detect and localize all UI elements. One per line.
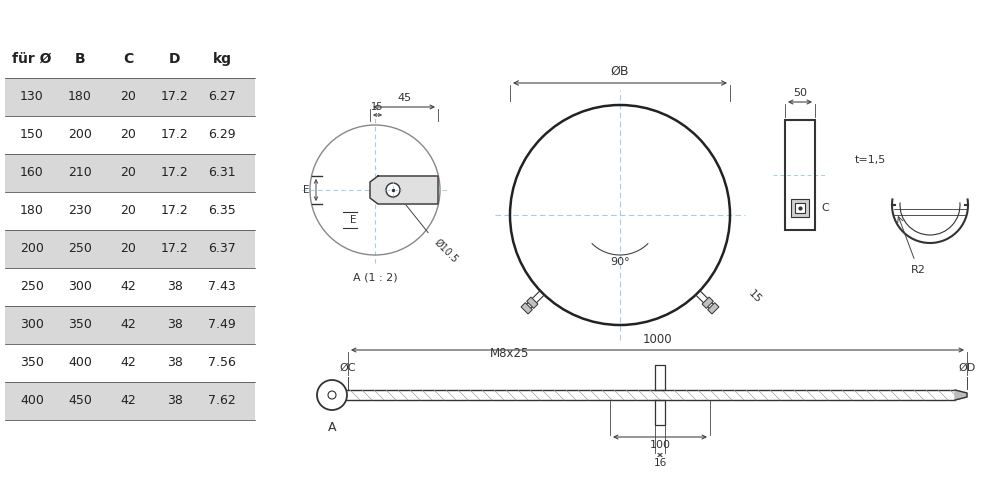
Circle shape (317, 380, 347, 410)
Text: A: A (328, 421, 336, 434)
Text: 130: 130 (20, 90, 44, 104)
Bar (5, 306, 255, 344)
Text: A (1 : 2): A (1 : 2) (353, 273, 397, 283)
Text: 250: 250 (68, 242, 92, 256)
Polygon shape (370, 176, 438, 204)
Bar (5, 230, 255, 268)
Text: ØC: ØC (340, 363, 356, 373)
Bar (5, 382, 255, 420)
Text: 7.49: 7.49 (208, 318, 236, 332)
Text: 20: 20 (120, 204, 136, 218)
Text: B: B (75, 52, 85, 66)
Text: C: C (821, 203, 829, 213)
Text: 7.43: 7.43 (208, 280, 236, 293)
Bar (521, 302, 532, 314)
Text: 160: 160 (20, 166, 44, 179)
Text: 17.2: 17.2 (161, 128, 189, 141)
Text: 1000: 1000 (643, 333, 672, 346)
Text: 400: 400 (68, 356, 92, 370)
Text: 20: 20 (120, 242, 136, 256)
Text: 17.2: 17.2 (161, 166, 189, 179)
Text: Ø10.5: Ø10.5 (432, 237, 460, 264)
Text: 450: 450 (68, 394, 92, 407)
Text: 100: 100 (650, 440, 670, 450)
Bar (5, 154, 255, 192)
Circle shape (328, 391, 336, 399)
Text: 42: 42 (120, 394, 136, 407)
Bar (708, 302, 719, 314)
Polygon shape (955, 390, 967, 400)
Text: M8x25: M8x25 (490, 347, 529, 360)
Text: 42: 42 (120, 318, 136, 332)
Text: t=1,5: t=1,5 (855, 155, 886, 165)
Circle shape (386, 183, 400, 197)
Text: 42: 42 (120, 280, 136, 293)
Text: ØB: ØB (611, 65, 629, 78)
Text: 350: 350 (68, 318, 92, 332)
Text: 20: 20 (120, 128, 136, 141)
Text: 38: 38 (167, 394, 183, 407)
Text: 17.2: 17.2 (161, 90, 189, 104)
Text: 150: 150 (20, 128, 44, 141)
Text: 15: 15 (746, 288, 763, 306)
Text: 210: 210 (68, 166, 92, 179)
Text: 6.37: 6.37 (208, 242, 236, 256)
Text: E: E (303, 185, 309, 195)
Text: R2: R2 (911, 265, 925, 275)
Text: 42: 42 (120, 356, 136, 370)
Text: 6.31: 6.31 (208, 166, 236, 179)
Bar (785, 120, 815, 230)
Text: 180: 180 (68, 90, 92, 104)
Text: 230: 230 (68, 204, 92, 218)
Text: 38: 38 (167, 356, 183, 370)
Text: 6.29: 6.29 (208, 128, 236, 141)
Text: 7.56: 7.56 (208, 356, 236, 370)
Text: 90°: 90° (610, 257, 630, 267)
Bar (527, 297, 538, 308)
Text: 250: 250 (20, 280, 44, 293)
Bar (795, 203, 805, 213)
Text: für Ø: für Ø (12, 52, 52, 66)
Bar (791, 199, 809, 217)
Text: 45: 45 (397, 93, 411, 103)
Text: 6.35: 6.35 (208, 204, 236, 218)
Text: 20: 20 (120, 90, 136, 104)
Bar (702, 297, 713, 308)
Text: 17.2: 17.2 (161, 242, 189, 256)
Text: D: D (169, 52, 181, 66)
Text: kg: kg (212, 52, 232, 66)
Text: 17.2: 17.2 (161, 204, 189, 218)
Text: 350: 350 (20, 356, 44, 370)
Text: E: E (350, 215, 356, 225)
Text: 6.27: 6.27 (208, 90, 236, 104)
Text: 7.62: 7.62 (208, 394, 236, 407)
Text: 400: 400 (20, 394, 44, 407)
Text: 15: 15 (371, 102, 384, 112)
Bar (5, 78, 255, 116)
Text: 300: 300 (20, 318, 44, 332)
Text: 200: 200 (68, 128, 92, 141)
Text: C: C (123, 52, 133, 66)
Text: 200: 200 (20, 242, 44, 256)
Text: 16: 16 (653, 458, 667, 468)
Text: 38: 38 (167, 280, 183, 293)
Text: 38: 38 (167, 318, 183, 332)
Text: ØD: ØD (958, 363, 976, 373)
Text: 180: 180 (20, 204, 44, 218)
Text: 50: 50 (793, 88, 807, 98)
Text: 300: 300 (68, 280, 92, 293)
Text: 20: 20 (120, 166, 136, 179)
